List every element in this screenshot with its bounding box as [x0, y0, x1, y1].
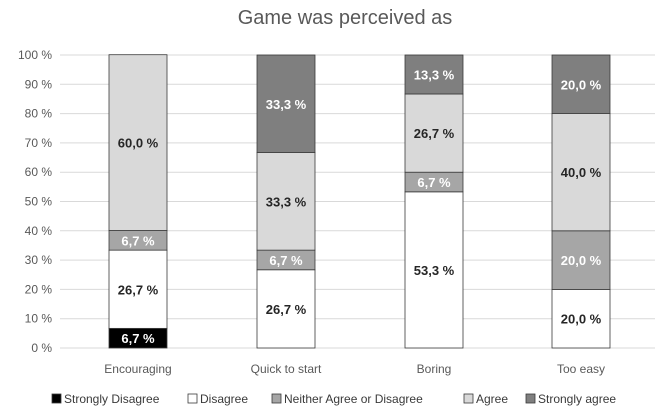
bar-segment [404, 191, 464, 349]
bar-segment [404, 93, 464, 173]
y-tick-label: 80 % [25, 107, 53, 121]
data-label: 26,7 % [414, 126, 455, 141]
legend-swatch [51, 393, 62, 404]
legend-item: Agree [463, 392, 508, 406]
data-label: 20,0 % [561, 312, 602, 327]
bar-segment [551, 288, 611, 349]
data-label: 26,7 % [266, 302, 307, 317]
bar-segment [551, 54, 611, 114]
y-tick-label: 70 % [25, 136, 53, 150]
y-tick-label: 30 % [25, 253, 53, 267]
legend-item: Disagree [187, 392, 248, 406]
y-tick-label: 20 % [25, 282, 53, 296]
data-label: 6,7 % [417, 175, 451, 190]
bar-segment [551, 230, 611, 290]
legend-swatch [525, 393, 536, 404]
bar-segment [256, 152, 316, 251]
data-label: 33,3 % [266, 194, 307, 209]
y-tick-label: 50 % [25, 195, 53, 209]
data-label: 40,0 % [561, 165, 602, 180]
y-axis: 0 % 10 % 20 % 30 % 40 % 50 % 60 % 70 % 80 % 90 % 1… [18, 48, 52, 355]
data-label: 20,0 % [561, 77, 602, 92]
bar-segment [256, 54, 316, 153]
chart-title: Game was perceived as [238, 7, 453, 29]
x-tick-label: Quick to start [251, 362, 322, 376]
x-tick-label: Encouraging [104, 362, 171, 376]
legend-item: Strongly agree [525, 392, 616, 406]
legend-label: Disagree [200, 392, 248, 406]
legend-label: Neither Agree or Disagree [284, 392, 423, 406]
x-tick-label: Boring [417, 362, 452, 376]
y-tick-label: 60 % [25, 165, 53, 179]
data-label: 26,7 % [118, 282, 159, 297]
y-tick-label: 40 % [25, 224, 53, 238]
bar-segment [404, 54, 464, 95]
legend-swatch [271, 393, 282, 404]
legend-item: Strongly Disagree [51, 392, 160, 406]
x-tick-label: Too easy [557, 362, 605, 376]
data-label: 13,3 % [414, 67, 455, 82]
data-label: 60,0 % [118, 136, 159, 151]
bar-segment [108, 54, 168, 231]
bars [108, 54, 611, 349]
legend-label: Strongly agree [538, 392, 616, 406]
legend-swatch [187, 393, 198, 404]
bar-segment [256, 269, 316, 349]
y-tick-label: 100 % [18, 48, 52, 62]
bar-segment [108, 249, 168, 329]
y-tick-label: 0 % [31, 341, 52, 355]
data-labels: 6,7 % 26,7 % 6,7 % 60,0 % 26,7 % 6,7 % 33,3 % 3… [118, 67, 602, 346]
y-tick-label: 90 % [25, 77, 53, 91]
data-label: 33,3 % [266, 97, 307, 112]
legend-swatch [463, 393, 474, 404]
data-label: 6,7 % [121, 331, 155, 346]
legend-label: Strongly Disagree [64, 392, 160, 406]
data-label: 6,7 % [121, 233, 155, 248]
y-tick-label: 10 % [25, 312, 53, 326]
data-label: 6,7 % [269, 253, 303, 268]
data-label: 53,3 % [414, 263, 455, 278]
legend: Strongly Disagree Disagree Neither Agree o… [51, 392, 616, 406]
x-axis: Encouraging Quick to start Boring Too easy [104, 362, 605, 376]
legend-label: Agree [476, 392, 508, 406]
legend-item: Neither Agree or Disagree [271, 392, 423, 406]
data-label: 20,0 % [561, 253, 602, 268]
